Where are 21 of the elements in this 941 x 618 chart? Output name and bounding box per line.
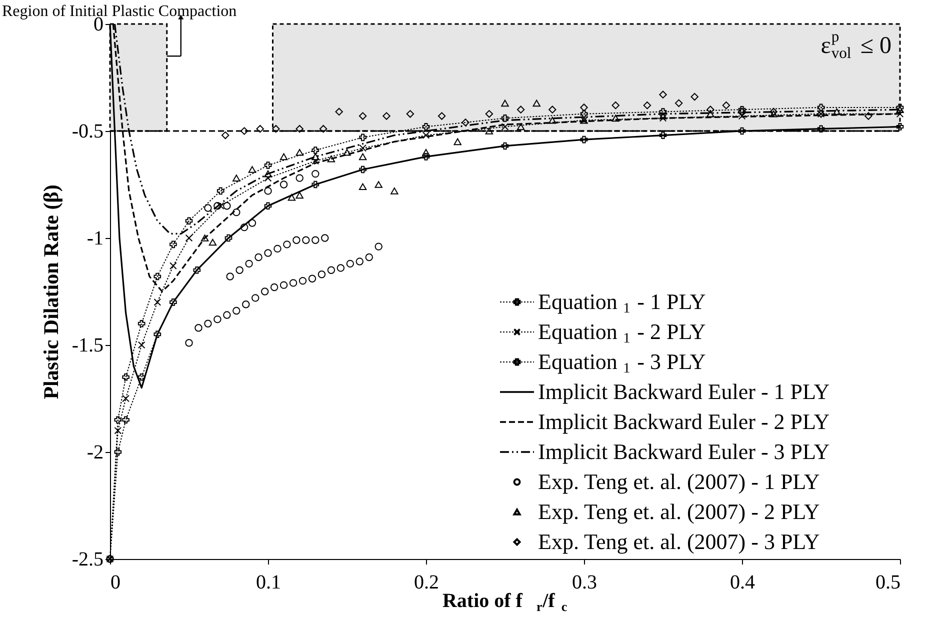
y-tick-label: -1 <box>86 228 104 250</box>
x-tick-label: 0.3 <box>572 572 597 594</box>
y-tick-label: -1.5 <box>72 334 104 356</box>
x-tick-label: 0.4 <box>730 572 755 594</box>
y-tick-label: -2.5 <box>72 548 104 570</box>
legend-label: Implicit Backward Euler - 1 PLY <box>538 379 830 404</box>
y-axis-title: Plastic Dilation Rate (β) <box>38 184 63 400</box>
x-tick-label: 0 <box>110 572 120 594</box>
legend-label: Exp. Teng et. al. (2007) - 1 PLY <box>538 469 820 494</box>
x-tick-label: 0.1 <box>256 572 281 594</box>
x-tick-label: 0.2 <box>414 572 439 594</box>
legend-label: Implicit Backward Euler - 3 PLY <box>538 439 830 464</box>
x-tick-label: 0.5 <box>876 572 900 594</box>
y-tick-label: -0.5 <box>72 120 104 142</box>
legend-label: Equation 1 - 3 PLY <box>538 349 706 377</box>
legend-label: Implicit Backward Euler - 2 PLY <box>538 409 830 434</box>
legend-label: Equation 1 - 2 PLY <box>538 319 706 347</box>
legend-label: Exp. Teng et. al. (2007) - 3 PLY <box>538 529 820 554</box>
y-tick-label: -2 <box>86 442 104 464</box>
legend-label: Exp. Teng et. al. (2007) - 2 PLY <box>538 499 820 524</box>
legend-label: Equation 1 - 1 PLY <box>538 289 706 317</box>
